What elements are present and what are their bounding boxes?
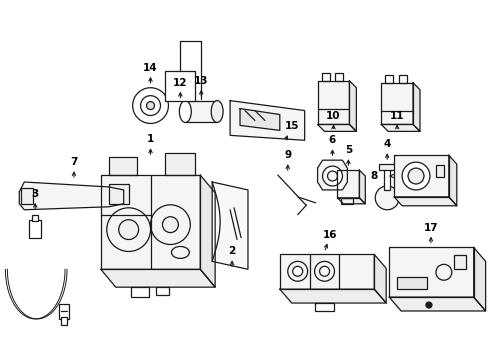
Polygon shape	[337, 198, 365, 204]
Bar	[379, 164, 394, 170]
Circle shape	[146, 102, 154, 109]
Text: 16: 16	[323, 230, 337, 239]
Bar	[396, 277, 426, 289]
Bar	[61, 317, 67, 325]
Bar	[384, 168, 389, 190]
Bar	[29, 220, 41, 238]
Polygon shape	[448, 155, 456, 206]
Text: 17: 17	[423, 222, 437, 233]
Text: 6: 6	[328, 135, 335, 145]
Circle shape	[322, 166, 342, 186]
Bar	[385, 75, 392, 83]
Bar	[32, 215, 38, 221]
Bar	[314, 303, 334, 311]
Polygon shape	[393, 155, 448, 197]
Polygon shape	[317, 125, 356, 131]
Circle shape	[287, 261, 307, 281]
Text: 5: 5	[344, 145, 351, 155]
Polygon shape	[393, 197, 456, 206]
Ellipse shape	[211, 100, 223, 122]
Circle shape	[132, 88, 168, 123]
Polygon shape	[337, 170, 359, 198]
Polygon shape	[230, 100, 304, 140]
Circle shape	[425, 302, 431, 308]
Bar	[108, 184, 128, 204]
Circle shape	[150, 205, 190, 244]
Polygon shape	[279, 289, 386, 303]
Bar	[165, 71, 195, 100]
Circle shape	[435, 264, 451, 280]
Bar	[321, 73, 329, 81]
Polygon shape	[212, 182, 247, 269]
Circle shape	[401, 162, 429, 190]
Polygon shape	[381, 125, 419, 131]
Polygon shape	[317, 160, 346, 190]
Circle shape	[106, 208, 150, 251]
Text: 9: 9	[284, 150, 291, 160]
Text: 7: 7	[70, 157, 78, 167]
Polygon shape	[317, 81, 349, 125]
Text: 11: 11	[389, 111, 404, 121]
Polygon shape	[101, 175, 200, 269]
Text: 2: 2	[228, 247, 235, 256]
Bar	[108, 157, 136, 175]
Circle shape	[374, 186, 398, 210]
Circle shape	[319, 266, 329, 276]
Polygon shape	[373, 255, 386, 303]
Bar	[165, 153, 195, 175]
Bar	[21, 188, 33, 204]
Circle shape	[141, 96, 160, 116]
Polygon shape	[279, 255, 373, 289]
Text: 12: 12	[173, 78, 187, 88]
Text: 1: 1	[146, 134, 154, 144]
Text: 15: 15	[284, 121, 299, 131]
Polygon shape	[412, 83, 419, 131]
Bar	[398, 75, 406, 83]
Bar	[453, 255, 465, 269]
Text: 4: 4	[383, 139, 390, 149]
Bar	[185, 100, 217, 122]
Circle shape	[292, 266, 302, 276]
Bar	[155, 287, 169, 295]
Polygon shape	[101, 269, 215, 287]
Polygon shape	[359, 170, 365, 204]
Bar	[435, 165, 443, 177]
Text: 14: 14	[143, 63, 158, 73]
Bar	[341, 198, 353, 204]
Bar	[130, 287, 148, 297]
Polygon shape	[200, 175, 215, 287]
Polygon shape	[240, 109, 279, 130]
Text: 10: 10	[325, 111, 340, 121]
Circle shape	[314, 261, 334, 281]
Circle shape	[327, 171, 337, 181]
Bar	[335, 73, 343, 81]
Text: 3: 3	[32, 189, 39, 199]
Polygon shape	[349, 81, 356, 131]
Polygon shape	[388, 247, 473, 297]
Ellipse shape	[171, 247, 189, 258]
Ellipse shape	[179, 100, 191, 122]
Circle shape	[162, 217, 178, 233]
Polygon shape	[388, 297, 485, 311]
Polygon shape	[473, 247, 485, 311]
Text: 8: 8	[370, 171, 377, 181]
Bar	[59, 304, 69, 319]
Text: 13: 13	[194, 76, 208, 86]
Circle shape	[407, 168, 423, 184]
Polygon shape	[381, 83, 412, 125]
Polygon shape	[19, 182, 123, 210]
Circle shape	[119, 220, 138, 239]
